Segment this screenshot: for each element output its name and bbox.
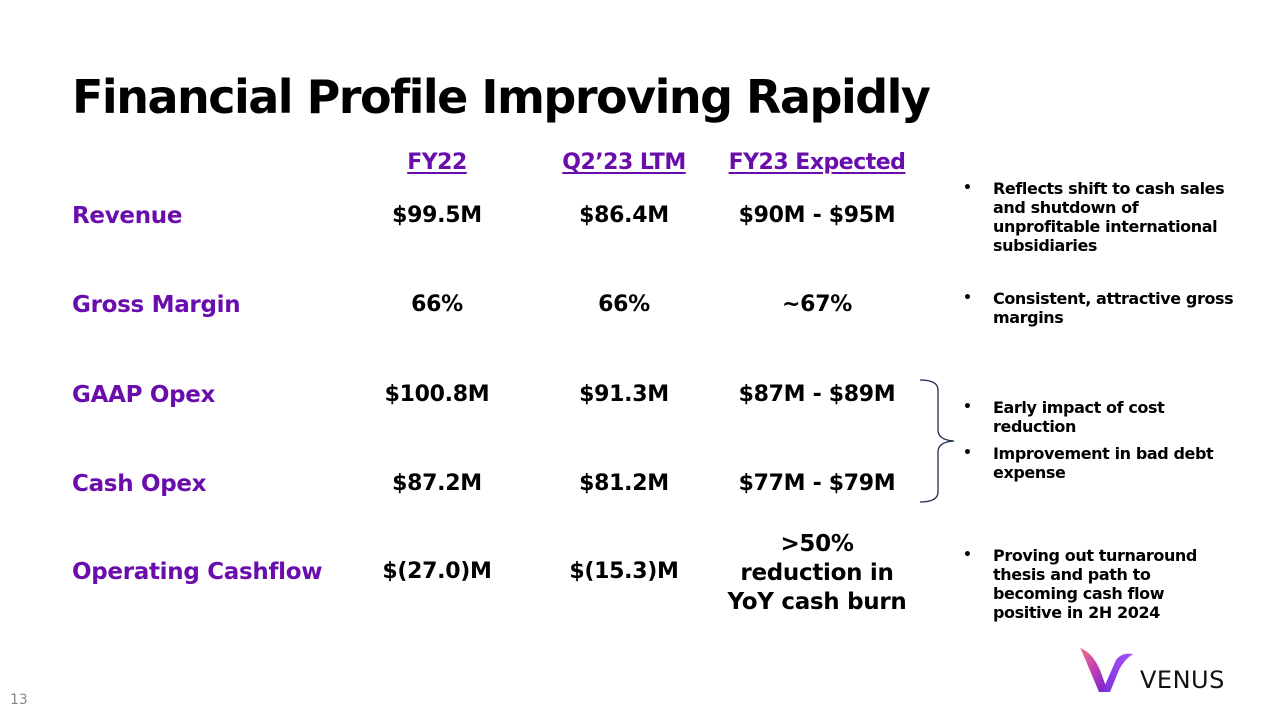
operating-cashflow-fy23-expected: >50% reduction in YoY cash burn — [727, 531, 907, 615]
bullet-icon: • — [963, 445, 972, 461]
gaap-opex-fy22: $100.8M — [384, 382, 490, 407]
row-label-cash-opex: Cash Opex — [72, 471, 207, 497]
note-gross-margin: • Consistent, attractive gross margins — [963, 289, 1235, 327]
cash-opex-fy23-expected: $77M - $79M — [738, 471, 896, 496]
bullet-icon: • — [963, 399, 972, 415]
cash-opex-fy22: $87.2M — [392, 471, 482, 496]
curly-brace-icon — [919, 379, 955, 503]
gross-margin-q2-23-ltm: 66% — [598, 292, 650, 317]
revenue-q2-23-ltm: $86.4M — [579, 203, 669, 228]
bullet-icon: • — [963, 547, 972, 563]
gross-margin-fy22: 66% — [411, 292, 463, 317]
column-header-q2-23-ltm: Q2’23 LTM — [562, 150, 686, 175]
note-operating-cashflow: • Proving out turnaround thesis and path… — [963, 546, 1235, 622]
venus-logo: VENUS — [1078, 646, 1225, 694]
row-label-revenue: Revenue — [72, 203, 183, 229]
revenue-fy22: $99.5M — [392, 203, 482, 228]
gross-margin-fy23-expected: ~67% — [782, 292, 852, 317]
note-cost-reduction-text: Early impact of cost reduction — [993, 398, 1165, 436]
note-bad-debt: • Improvement in bad debt expense — [963, 444, 1235, 482]
page-number: 13 — [10, 692, 28, 708]
venus-v-logo-icon — [1080, 648, 1133, 692]
note-gross-margin-text: Consistent, attractive gross margins — [993, 289, 1234, 327]
note-cost-reduction: • Early impact of cost reduction — [963, 398, 1235, 436]
gaap-opex-fy23-expected: $87M - $89M — [738, 382, 896, 407]
cash-opex-q2-23-ltm: $81.2M — [579, 471, 669, 496]
operating-cashflow-q2-23-ltm: $(15.3)M — [569, 559, 679, 584]
row-label-gaap-opex: GAAP Opex — [72, 382, 216, 408]
row-label-gross-margin: Gross Margin — [72, 292, 241, 318]
slide-title: Financial Profile Improving Rapidly — [72, 70, 931, 124]
row-label-operating-cashflow: Operating Cashflow — [72, 559, 323, 585]
note-revenue: • Reflects shift to cash sales and shutd… — [963, 179, 1235, 255]
gaap-opex-q2-23-ltm: $91.3M — [579, 382, 669, 407]
revenue-fy23-expected: $90M - $95M — [738, 203, 896, 228]
column-header-fy22: FY22 — [407, 150, 467, 175]
column-header-fy23-expected: FY23 Expected — [728, 150, 906, 175]
note-operating-cashflow-text: Proving out turnaround thesis and path t… — [993, 546, 1197, 622]
logo-text: VENUS — [1140, 666, 1225, 694]
note-revenue-text: Reflects shift to cash sales and shutdow… — [993, 179, 1225, 255]
bullet-icon: • — [963, 180, 972, 196]
operating-cashflow-fy22: $(27.0)M — [382, 559, 492, 584]
bullet-icon: • — [963, 290, 972, 306]
note-bad-debt-text: Improvement in bad debt expense — [993, 444, 1214, 482]
